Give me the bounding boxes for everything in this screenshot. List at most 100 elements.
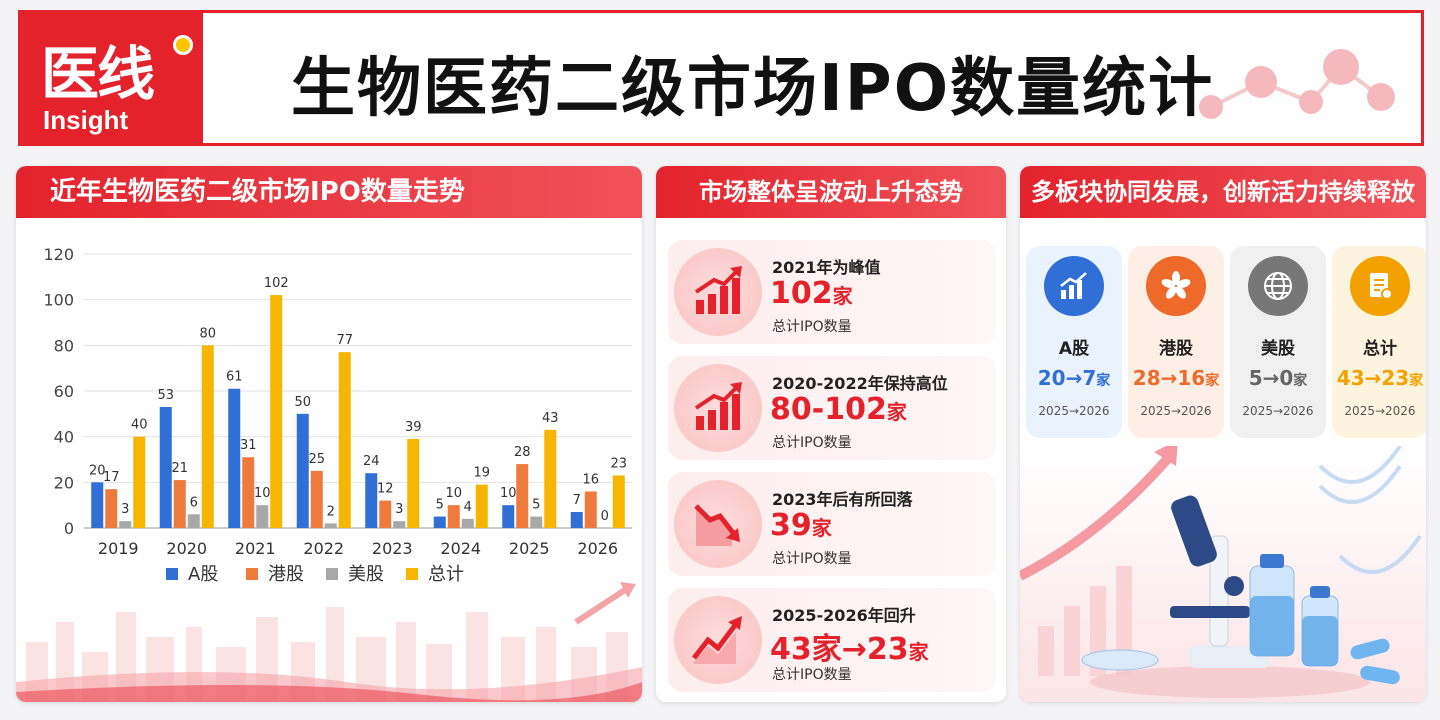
trend-card-recover: 2025-2026年回升 43家→23家 总计IPO数量 xyxy=(668,588,996,692)
trend-card-peak: 2021年为峰值 102家 总计IPO数量 xyxy=(668,240,996,344)
bar xyxy=(433,516,446,528)
data-label: 6 xyxy=(190,495,198,510)
bar xyxy=(187,514,200,528)
logo-dot xyxy=(173,35,193,55)
bar xyxy=(119,521,132,528)
trend-card-fall: 2023年后有所回落 39家 总计IPO数量 xyxy=(668,472,996,576)
tile-name: A股 xyxy=(1058,339,1090,359)
x-tick-label: 2020 xyxy=(166,539,207,558)
y-tick-label: 120 xyxy=(43,245,74,264)
x-tick-label: 2023 xyxy=(372,539,413,558)
data-label: 21 xyxy=(171,461,188,476)
bar xyxy=(570,512,583,528)
bar xyxy=(516,464,529,528)
bar xyxy=(173,480,186,528)
card-heading: 2023年后有所回落 xyxy=(772,490,913,509)
tile-years: 2025→2026 xyxy=(1242,404,1314,418)
logo-en: Insight xyxy=(43,105,129,135)
tile-name: 总计 xyxy=(1363,339,1397,359)
globe-icon xyxy=(1248,256,1308,316)
bar-up-icon xyxy=(674,248,762,336)
bar xyxy=(530,516,543,528)
tile-value: 28→16家 xyxy=(1132,366,1220,390)
x-tick-label: 2021 xyxy=(235,539,276,558)
data-label: 24 xyxy=(363,454,380,469)
trend-up-icon xyxy=(674,596,762,684)
card-value: 80-102家 xyxy=(770,392,907,427)
lab-illustration xyxy=(1020,446,1426,702)
bar xyxy=(228,388,241,528)
y-tick-label: 80 xyxy=(54,336,74,355)
data-label: 50 xyxy=(294,395,311,410)
boards-panel: 多板块协同发展，创新活力持续释放 A股 20→7家 2025→2026 xyxy=(1020,166,1426,702)
data-label: 10 xyxy=(445,486,462,501)
legend-label: 总计 xyxy=(428,564,464,585)
tile-value: 5→0家 xyxy=(1248,366,1308,390)
data-label: 40 xyxy=(131,418,148,433)
card-subtitle: 总计IPO数量 xyxy=(772,435,852,451)
data-label: 3 xyxy=(121,502,129,517)
bar xyxy=(365,473,378,528)
trend-panel-title: 市场整体呈波动上升态势 xyxy=(656,166,1006,218)
x-tick-label: 2025 xyxy=(509,539,550,558)
bar xyxy=(296,413,309,528)
tile-years: 2025→2026 xyxy=(1038,404,1110,418)
bar xyxy=(612,475,625,528)
trend-panel: 市场整体呈波动上升态势 2021年为峰值 102家 总计IPO数量 2020-2… xyxy=(656,166,1006,702)
chart-panel-title: 近年生物医药二级市场IPO数量走势 xyxy=(16,166,642,218)
card-value: 43家→23家 xyxy=(770,632,929,667)
bar xyxy=(475,484,488,528)
bar xyxy=(447,505,460,528)
data-label: 17 xyxy=(103,470,120,485)
trend-card-high: 2020-2022年保持高位 80-102家 总计IPO数量 xyxy=(668,356,996,460)
header-banner: 医线 Insight 生物医药二级市场IPO数量统计 xyxy=(18,10,1424,146)
tile-years: 2025→2026 xyxy=(1344,404,1416,418)
boards-panel-title: 多板块协同发展，创新活力持续释放 xyxy=(1020,166,1426,218)
card-value: 102家 xyxy=(770,276,853,311)
card-heading: 2021年为峰值 xyxy=(772,258,881,277)
legend-swatch xyxy=(406,568,418,580)
y-tick-label: 40 xyxy=(54,428,74,447)
legend-label: 港股 xyxy=(268,564,304,585)
bar xyxy=(133,436,146,528)
bar xyxy=(407,438,420,528)
data-label: 0 xyxy=(601,509,609,524)
data-label: 23 xyxy=(610,456,627,471)
tile-name: 港股 xyxy=(1159,339,1193,359)
data-label: 43 xyxy=(542,411,559,426)
ipo-bar-chart: 0204060801001202017340201953216802020613… xyxy=(43,245,632,585)
data-label: 80 xyxy=(199,326,216,341)
legend-label: 美股 xyxy=(348,564,384,585)
tile-value: 43→23家 xyxy=(1336,366,1424,390)
bar xyxy=(201,345,214,528)
y-tick-label: 20 xyxy=(54,473,74,492)
data-label: 25 xyxy=(308,452,325,467)
molecule-icon xyxy=(1199,49,1395,119)
card-heading: 2020-2022年保持高位 xyxy=(772,374,948,393)
data-label: 5 xyxy=(532,498,540,513)
legend-swatch xyxy=(166,568,178,580)
card-subtitle: 总计IPO数量 xyxy=(772,319,852,335)
document-icon xyxy=(1350,256,1410,316)
bar xyxy=(256,505,269,528)
data-label: 2 xyxy=(327,504,335,519)
data-label: 31 xyxy=(240,438,257,453)
legend-swatch xyxy=(246,568,258,580)
trend-down-icon xyxy=(674,480,762,568)
city-skyline-decor xyxy=(16,582,642,702)
bauhinia-icon xyxy=(1146,256,1206,316)
chart-icon xyxy=(1044,256,1104,316)
data-label: 102 xyxy=(264,276,289,291)
tile-years: 2025→2026 xyxy=(1140,404,1212,418)
data-label: 5 xyxy=(436,498,444,513)
page-title: 生物医药二级市场IPO数量统计 xyxy=(291,52,1215,126)
card-subtitle: 总计IPO数量 xyxy=(772,551,852,567)
bar xyxy=(310,470,323,528)
x-tick-label: 2026 xyxy=(577,539,618,558)
bar xyxy=(393,521,406,528)
bar xyxy=(270,295,283,528)
tile-a-share: A股 20→7家 2025→2026 xyxy=(1026,246,1122,438)
tile-value: 20→7家 xyxy=(1037,366,1111,390)
bar xyxy=(242,457,255,528)
logo: 医线 Insight xyxy=(21,13,203,143)
